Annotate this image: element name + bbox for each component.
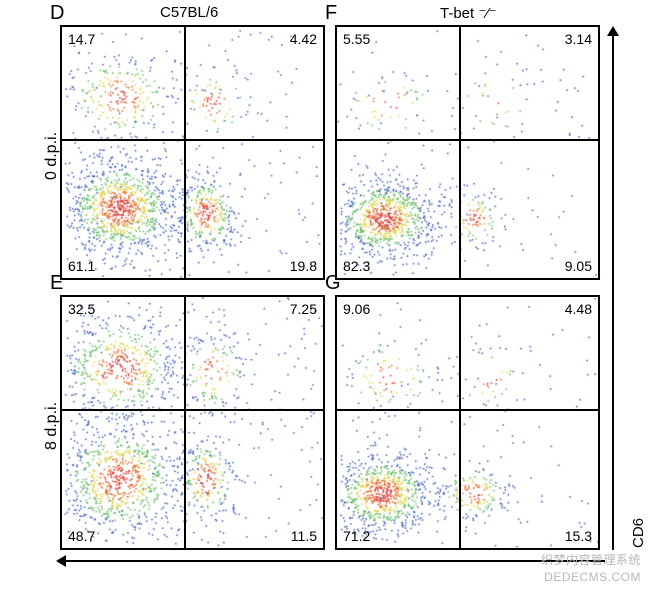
panel-letter-F: F bbox=[325, 2, 337, 25]
y-axis-label: CD6 bbox=[630, 518, 647, 548]
quadrant-h-line bbox=[337, 139, 598, 141]
quadrant-h-line bbox=[62, 409, 323, 411]
watermark-line2: DEDECMS.COM bbox=[544, 570, 641, 584]
quadrant-pct-lr: 11.5 bbox=[291, 528, 317, 544]
row-label-8dpi: 8 d.p.i. bbox=[43, 402, 61, 450]
scatter-canvas bbox=[337, 297, 598, 548]
panel-letter-D: D bbox=[50, 2, 64, 25]
figure-root: { "layout": { "width": 649, "height": 59… bbox=[0, 0, 649, 590]
quadrant-h-line bbox=[337, 409, 598, 411]
quadrant-v-line bbox=[184, 27, 186, 278]
quadrant-pct-ll: 82.3 bbox=[343, 258, 370, 274]
y-axis-arrow bbox=[612, 35, 614, 550]
flow-plot-D: 14.7 4.42 61.1 19.8 bbox=[60, 25, 325, 280]
col-header-2: T-bet ⁻⁄⁻ bbox=[440, 4, 497, 22]
scatter-canvas bbox=[62, 27, 323, 278]
quadrant-pct-lr: 9.05 bbox=[565, 258, 592, 274]
quadrant-pct-ul: 14.7 bbox=[68, 31, 95, 47]
quadrant-pct-lr: 15.3 bbox=[565, 528, 592, 544]
quadrant-pct-lr: 19.8 bbox=[290, 258, 317, 274]
quadrant-pct-ul: 5.55 bbox=[343, 31, 370, 47]
flow-plot-F: 5.55 3.14 82.3 9.05 bbox=[335, 25, 600, 280]
quadrant-pct-ur: 7.25 bbox=[290, 301, 317, 317]
watermark-line1: 织梦内容管理系统 bbox=[541, 551, 641, 568]
quadrant-pct-ur: 4.48 bbox=[565, 301, 592, 317]
quadrant-pct-ll: 71.2 bbox=[343, 528, 370, 544]
col-header-1: C57BL/6 bbox=[160, 4, 218, 21]
quadrant-h-line bbox=[62, 139, 323, 141]
quadrant-v-line bbox=[459, 27, 461, 278]
quadrant-pct-ul: 32.5 bbox=[68, 301, 95, 317]
scatter-canvas bbox=[337, 27, 598, 278]
quadrant-pct-ul: 9.06 bbox=[343, 301, 370, 317]
x-axis-arrow bbox=[65, 560, 605, 562]
flow-plot-G: 9.06 4.48 71.2 15.3 bbox=[335, 295, 600, 550]
quadrant-pct-ur: 4.42 bbox=[290, 31, 317, 47]
quadrant-pct-ll: 48.7 bbox=[68, 528, 95, 544]
quadrant-v-line bbox=[459, 297, 461, 548]
quadrant-v-line bbox=[184, 297, 186, 548]
scatter-canvas bbox=[62, 297, 323, 548]
quadrant-pct-ur: 3.14 bbox=[565, 31, 592, 47]
flow-plot-E: 32.5 7.25 48.7 11.5 bbox=[60, 295, 325, 550]
quadrant-pct-ll: 61.1 bbox=[68, 258, 95, 274]
row-label-0dpi: 0 d.p.i. bbox=[43, 132, 61, 180]
